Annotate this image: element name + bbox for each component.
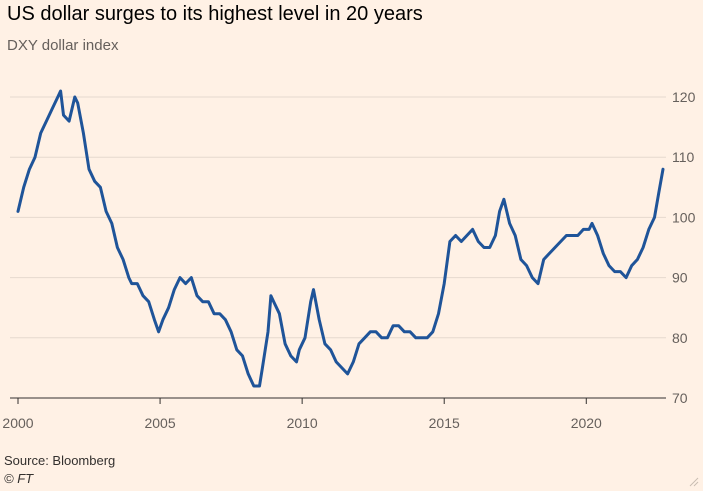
source-note: Source: Bloomberg [4, 453, 116, 468]
y-tick-label: 70 [672, 390, 688, 406]
x-tick-label: 2020 [571, 415, 602, 431]
resize-grip-icon [689, 477, 699, 487]
y-tick-label: 80 [672, 330, 688, 346]
y-tick-label: 110 [672, 149, 695, 165]
dxy-series-line [16, 89, 665, 388]
ft-credit: © FT [4, 471, 34, 486]
chart-title: US dollar surges to its highest level in… [7, 3, 423, 25]
x-tick-label: 2005 [144, 415, 175, 431]
y-tick-label: 100 [672, 209, 696, 225]
x-tick-label: 2015 [429, 415, 460, 431]
y-tick-label: 90 [672, 270, 688, 286]
chart-subtitle: DXY dollar index [7, 37, 119, 54]
x-tick-label: 2000 [2, 415, 33, 431]
y-tick-label: 120 [672, 89, 696, 105]
x-tick-label: 2010 [287, 415, 318, 431]
